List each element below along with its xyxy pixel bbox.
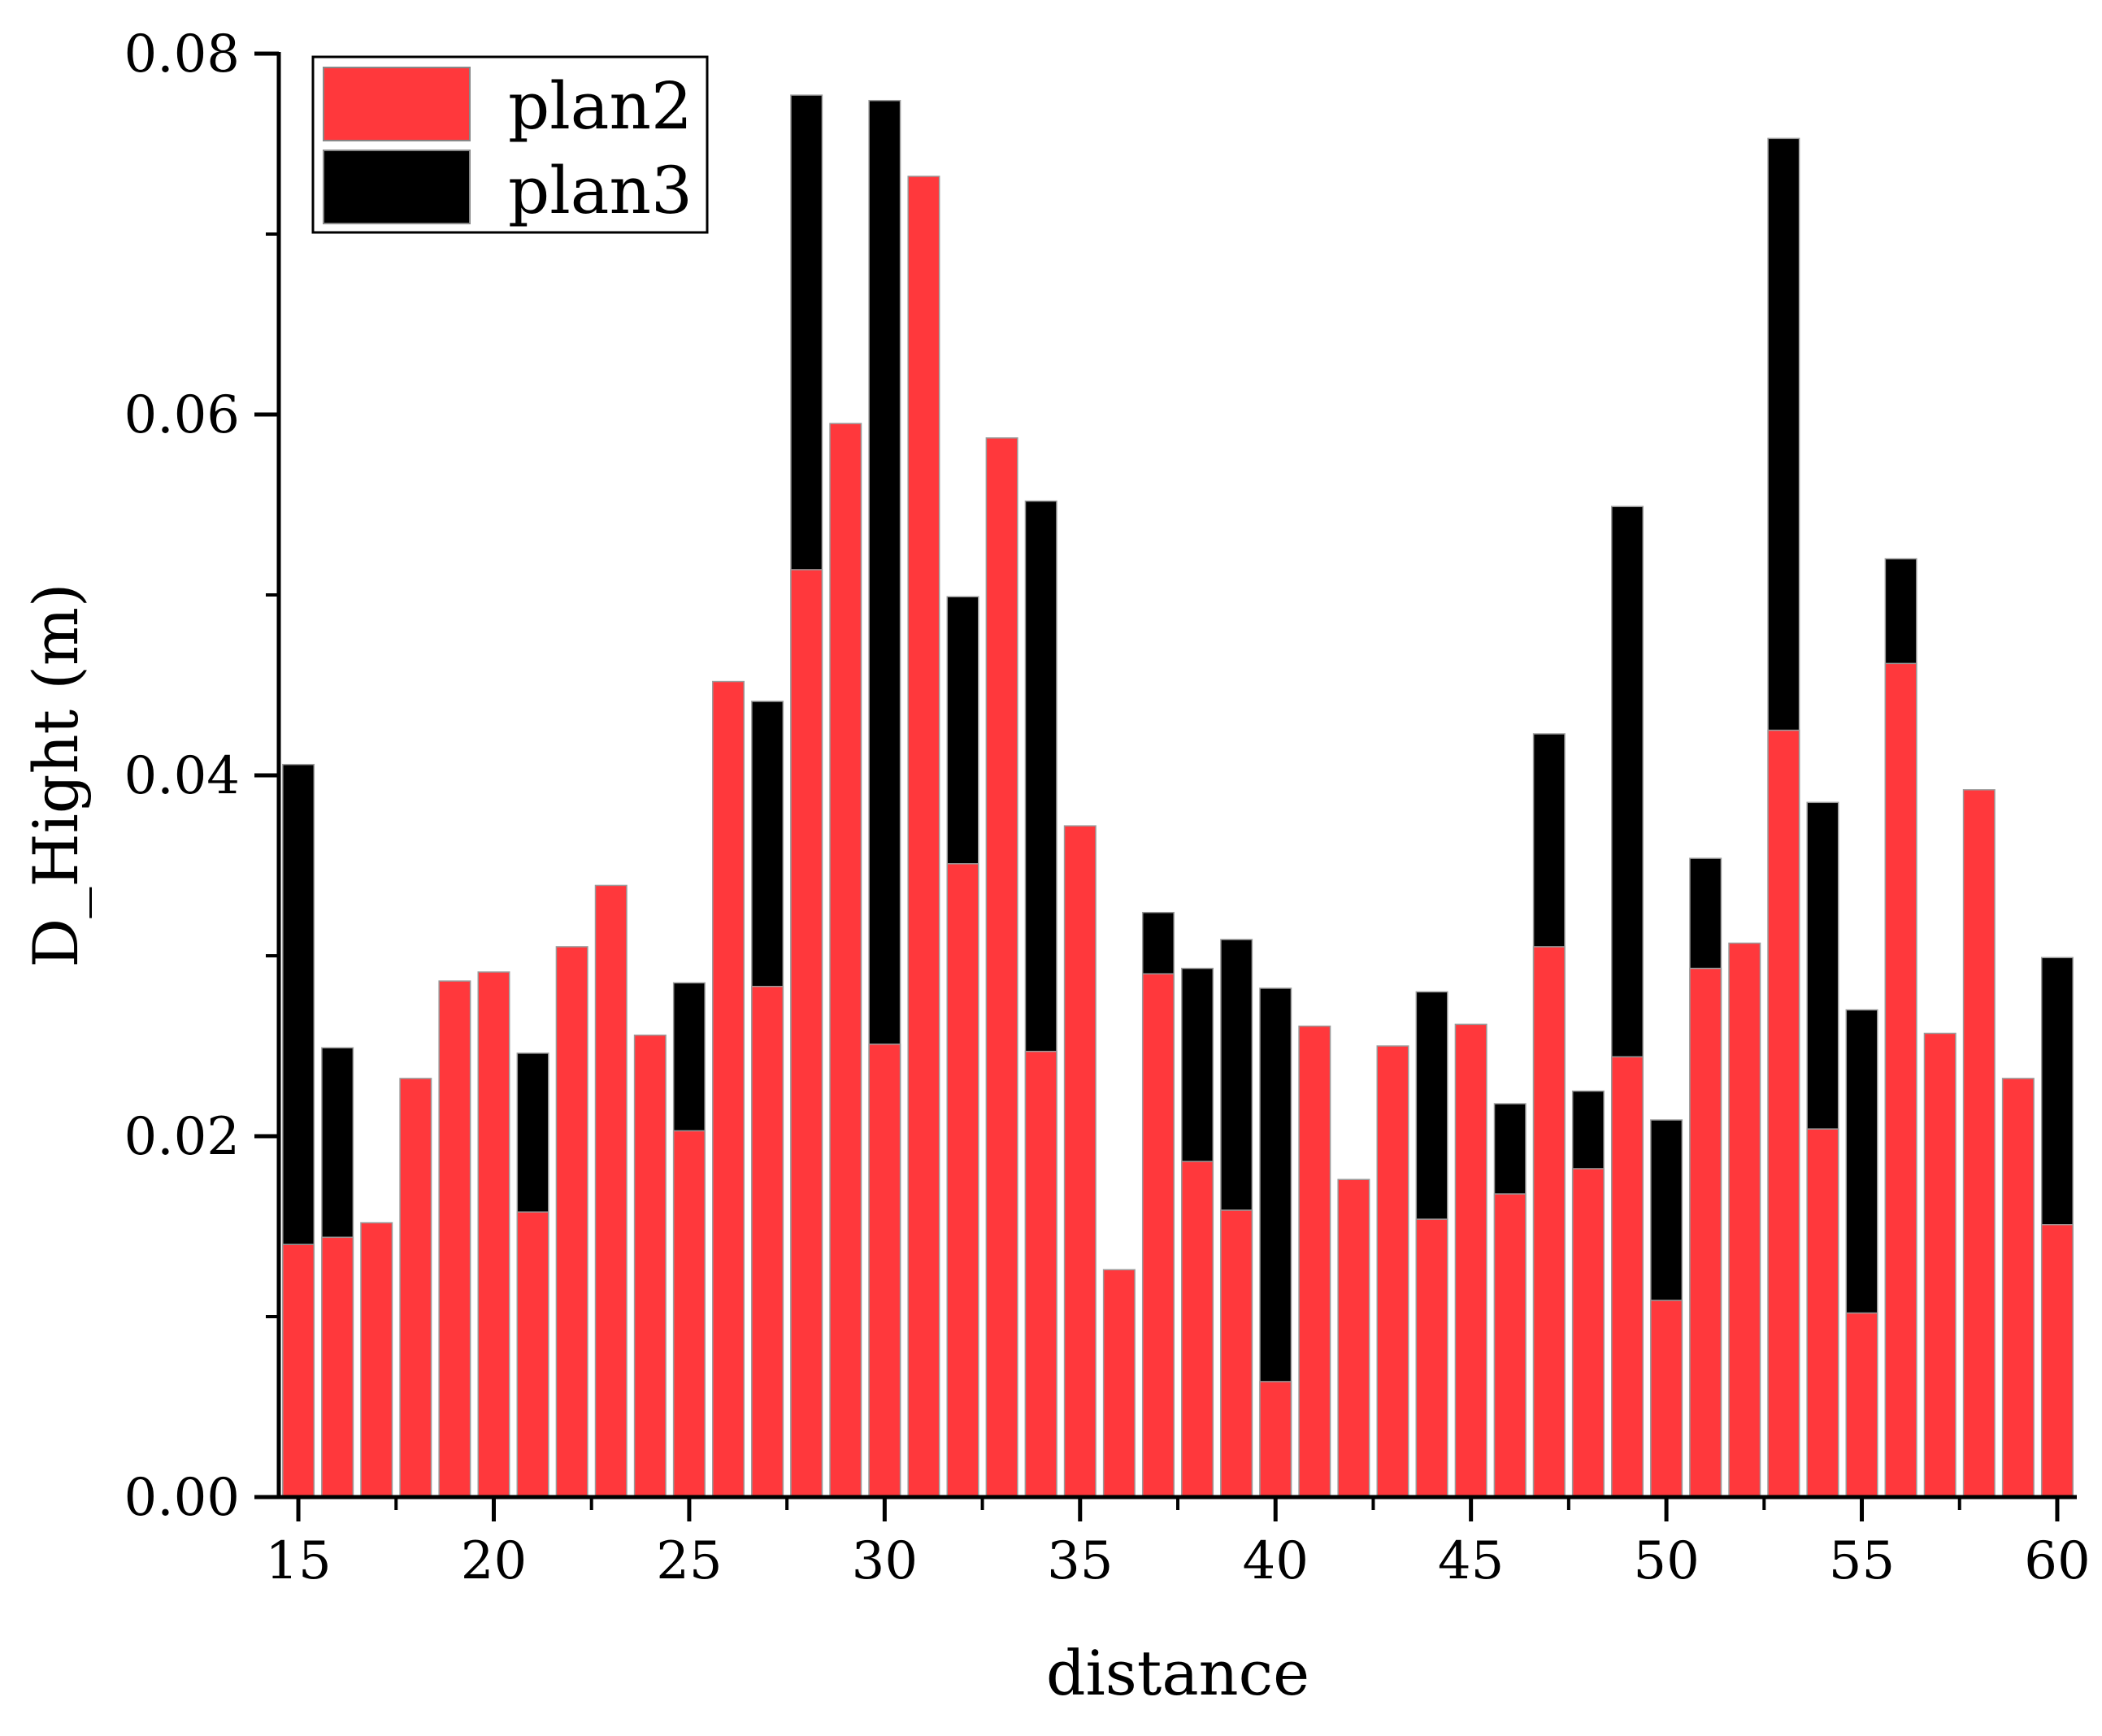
bar-plan2-53 [1767, 729, 1800, 1498]
bar-plan2-19 [438, 980, 471, 1498]
bar-plan2-16 [321, 1236, 354, 1498]
bar-plan2-48 [1571, 1168, 1605, 1498]
bar-plan2-24 [633, 1034, 667, 1498]
x-tick-label: 35 [1047, 1531, 1113, 1591]
y-tick-label: 0.02 [124, 1107, 241, 1167]
axes-layer [254, 51, 2077, 1521]
bar-plan2-45 [1454, 1023, 1487, 1498]
bar-plan2-44 [1415, 1218, 1448, 1498]
bar-plan2-23 [594, 884, 628, 1498]
bar-plan2-42 [1337, 1178, 1370, 1498]
bar-plan2-58 [1962, 789, 1996, 1498]
bar-plan2-20 [477, 971, 510, 1498]
legend-swatch-plan2 [323, 67, 471, 141]
bar-plan2-15 [282, 1243, 315, 1498]
legend-label-plan2: plan2 [508, 68, 693, 144]
tick-labels: 0.00 0.02 0.04 0.06 0.08 15 20 25 30 35 40 45 50 55 60 [124, 24, 2091, 1591]
bar-plan2-40 [1259, 1381, 1292, 1498]
bar-plan2-29 [829, 423, 862, 1498]
bar-plan2-50 [1650, 1300, 1683, 1498]
bars-layer [282, 94, 2074, 1498]
bar-plan2-31 [907, 176, 940, 1498]
y-tick-label: 0.06 [124, 385, 241, 445]
bar-plan2-35 [1063, 825, 1097, 1498]
bar-plan2-26 [712, 680, 745, 1498]
x-tick-label: 45 [1438, 1531, 1504, 1591]
bar-plan2-34 [1024, 1050, 1058, 1498]
bar-plan2-60 [2040, 1224, 2074, 1498]
x-tick-label: 25 [656, 1531, 722, 1591]
bar-plan2-43 [1376, 1045, 1409, 1498]
bar-plan2-41 [1298, 1025, 1331, 1498]
bar-plan2-30 [868, 1044, 901, 1498]
x-tick-label: 15 [265, 1531, 331, 1591]
bar-plan2-39 [1220, 1209, 1253, 1498]
bar-plan2-37 [1141, 973, 1175, 1498]
legend: plan2 plan3 [311, 55, 709, 234]
x-tick-label: 30 [852, 1531, 918, 1591]
bar-plan2-33 [985, 437, 1018, 1498]
bar-plan2-36 [1102, 1269, 1136, 1498]
bar-plan2-54 [1806, 1128, 1839, 1498]
bar-plan2-25 [672, 1130, 706, 1498]
bar-plan2-51 [1689, 967, 1722, 1498]
bar-plan2-32 [946, 863, 979, 1498]
bar-plan2-57 [1923, 1032, 1957, 1498]
y-tick-label: 0.04 [124, 746, 241, 806]
x-tick-label: 55 [1829, 1531, 1895, 1591]
x-tick-label: 60 [2024, 1531, 2090, 1591]
bar-plan2-55 [1845, 1312, 1878, 1498]
bar-plan2-28 [790, 569, 823, 1498]
x-tick-label: 40 [1242, 1531, 1308, 1591]
legend-swatch-plan3 [323, 150, 471, 224]
bar-plan2-22 [555, 946, 588, 1498]
x-tick-label: 50 [1633, 1531, 1699, 1591]
bar-plan2-18 [399, 1078, 432, 1498]
bar-plan2-47 [1532, 946, 1566, 1498]
bar-plan2-27 [751, 985, 784, 1498]
bar-plan2-46 [1493, 1193, 1527, 1498]
bar-plan2-17 [360, 1222, 393, 1498]
y-tick-label: 0.00 [124, 1468, 241, 1528]
bar-plan2-38 [1181, 1161, 1214, 1498]
y-axis-label: D_Hight (m) [20, 583, 92, 967]
legend-label-plan3: plan3 [508, 153, 693, 228]
y-tick-label: 0.08 [124, 24, 241, 85]
bar-plan2-21 [516, 1211, 549, 1498]
bar-plan2-49 [1611, 1056, 1644, 1498]
bar-plan2-52 [1728, 942, 1761, 1498]
x-tick-label: 20 [461, 1531, 527, 1591]
x-axis-label: distance [1046, 1637, 1309, 1709]
bar-plan2-59 [2001, 1078, 2035, 1498]
bar-plan2-56 [1884, 662, 1917, 1498]
